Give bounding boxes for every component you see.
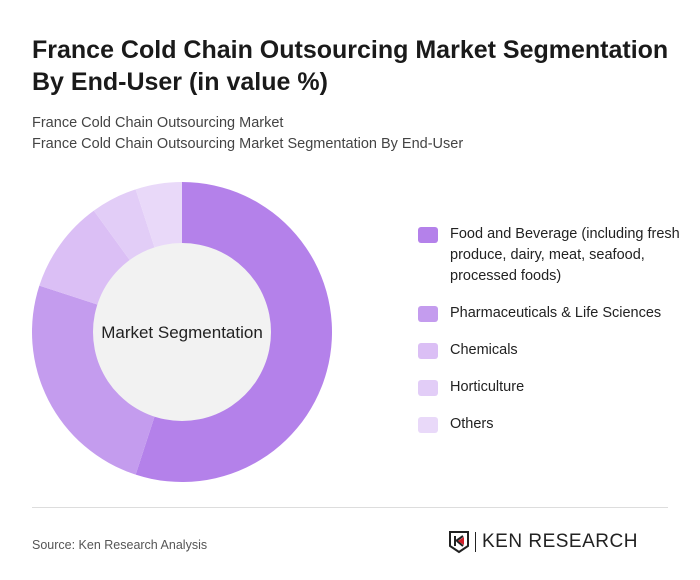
source-note: Source: Ken Research Analysis [32, 538, 208, 552]
legend-item: Chemicals [418, 340, 688, 361]
divider [32, 507, 668, 508]
subtitle: France Cold Chain Outsourcing Market [32, 115, 284, 131]
legend-swatch [418, 343, 438, 359]
legend-swatch [418, 227, 438, 243]
subtitle-secondary: France Cold Chain Outsourcing Market Seg… [32, 136, 464, 152]
center-label: Market Segmentation [101, 323, 263, 342]
logo-text: KEN RESEARCH [482, 531, 638, 552]
legend-swatch [418, 306, 438, 322]
legend-label: Others [450, 416, 494, 432]
legend-item: Food and Beverage (including fresh produ… [418, 224, 688, 287]
legend-item: Pharmaceuticals & Life Sciences [418, 303, 688, 324]
legend-label: Pharmaceuticals & Life Sciences [450, 305, 662, 321]
legend-swatch [418, 380, 438, 396]
legend-item: Others [418, 414, 688, 435]
donut-chart: Market Segmentation [32, 182, 332, 482]
legend-item: Horticulture [418, 377, 688, 398]
legend-swatch [418, 417, 438, 433]
ken-research-logo: KEN RESEARCH [448, 530, 638, 554]
legend-label: Horticulture [450, 379, 525, 395]
logo-shield-icon [449, 531, 469, 554]
legend-label: Chemicals [450, 342, 518, 358]
donut-center [93, 243, 271, 421]
legend: Food and Beverage (including fresh produ… [418, 224, 688, 451]
legend-label: Food and Beverage (including fresh produ… [450, 226, 680, 284]
page-title: France Cold Chain Outsourcing Market Seg… [32, 36, 669, 96]
